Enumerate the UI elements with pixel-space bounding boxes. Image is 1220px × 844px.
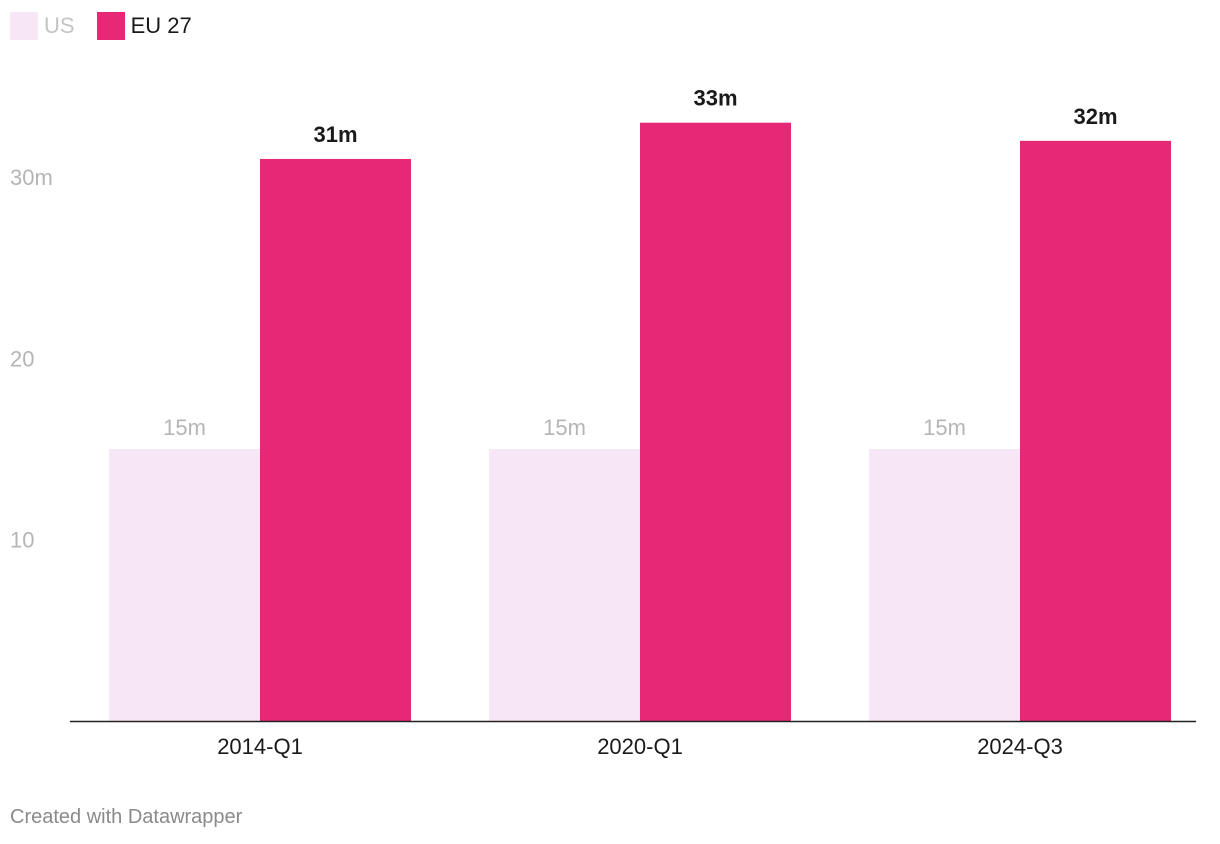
value-label-us: 15m bbox=[543, 415, 586, 440]
y-tick-label: 10 bbox=[10, 528, 34, 553]
value-label-us: 15m bbox=[923, 415, 966, 440]
bar-us bbox=[869, 449, 1020, 721]
legend: US EU 27 bbox=[10, 12, 214, 40]
y-tick-label: 30m bbox=[10, 165, 53, 190]
legend-label-us: US bbox=[44, 13, 75, 38]
value-label-eu27: 31m bbox=[313, 122, 357, 147]
footer-credit: Created with Datawrapper bbox=[10, 806, 243, 828]
legend-item-us: US bbox=[10, 12, 75, 40]
value-label-eu27: 32m bbox=[1073, 104, 1117, 129]
value-label-us: 15m bbox=[163, 415, 206, 440]
bar-us bbox=[489, 449, 640, 721]
x-tick-label: 2024-Q3 bbox=[977, 734, 1063, 759]
bar-eu27 bbox=[640, 122, 791, 721]
y-tick-label: 20 bbox=[10, 346, 34, 371]
value-label-eu27: 33m bbox=[693, 86, 737, 111]
legend-swatch-eu27 bbox=[96, 12, 125, 40]
bar-us bbox=[109, 449, 260, 721]
bar-eu27 bbox=[260, 158, 411, 722]
legend-swatch-us bbox=[10, 12, 38, 40]
legend-item-eu27: EU 27 bbox=[96, 12, 192, 40]
legend-label-eu27: EU 27 bbox=[130, 13, 192, 38]
x-tick-label: 2020-Q1 bbox=[597, 734, 683, 759]
x-tick-label: 2014-Q1 bbox=[217, 734, 303, 759]
bar-eu27 bbox=[1020, 140, 1171, 722]
